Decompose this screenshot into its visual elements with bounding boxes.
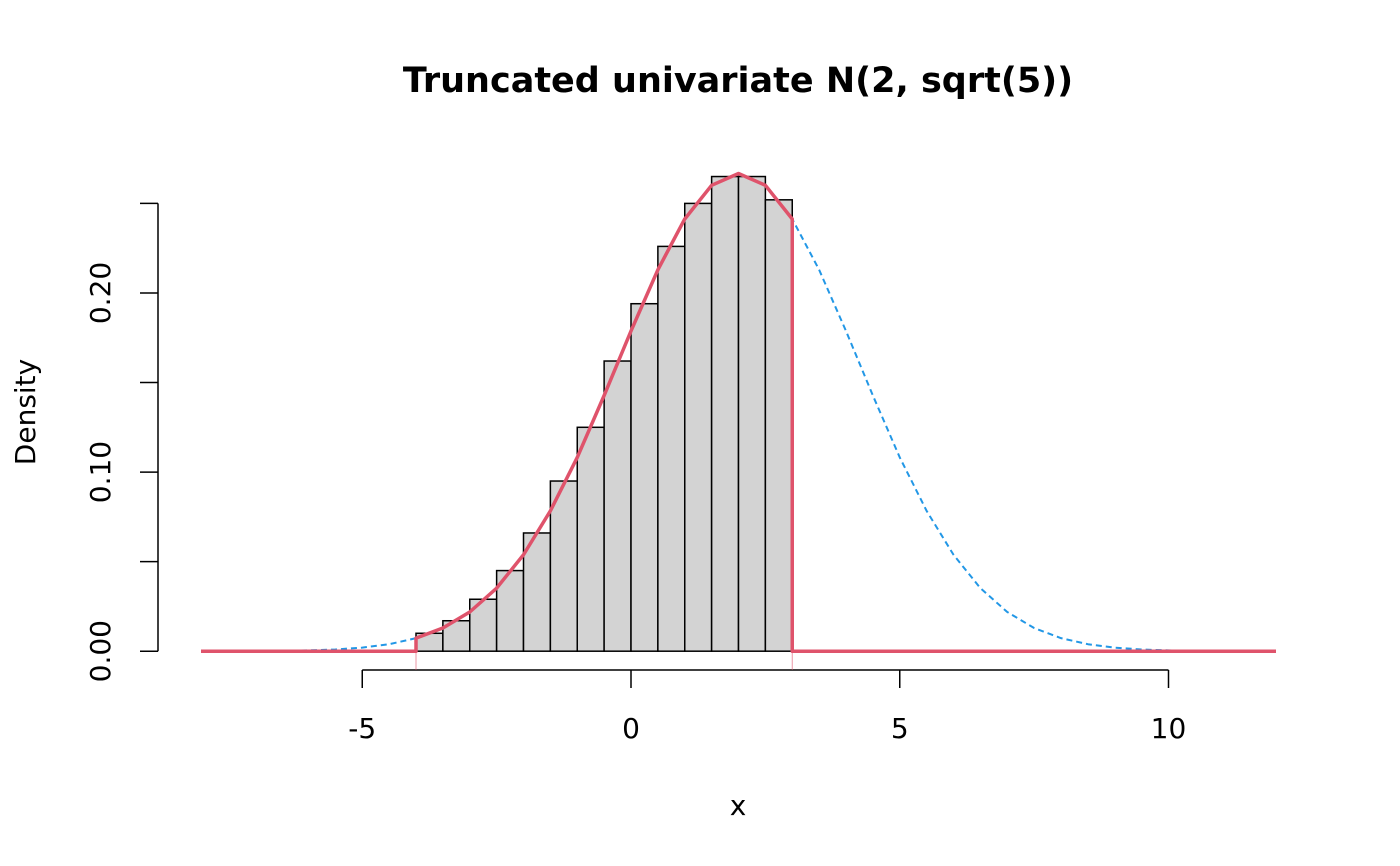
histogram-bar (710, 175, 740, 652)
histogram-bar (737, 175, 767, 652)
x-tick-label: -5 (348, 712, 376, 745)
histogram-bar (603, 360, 632, 652)
histogram-bar (442, 619, 471, 652)
x-tick-label: 0 (622, 712, 640, 745)
histogram-bar (657, 245, 686, 652)
x-axis-label: x (730, 789, 747, 822)
x-tick-label: 5 (891, 712, 909, 745)
density-line (201, 171, 1276, 653)
histogram-bar (576, 426, 605, 652)
histogram-bar (764, 199, 793, 652)
x-tick-label: 10 (1151, 712, 1187, 745)
histogram-bar (630, 302, 659, 652)
y-tick-label: 0.10 (84, 441, 117, 503)
histogram-bar (684, 202, 713, 652)
chart-title: Truncated univariate N(2, sqrt(5)) (403, 61, 1073, 101)
y-axis-label: Density (9, 359, 42, 465)
y-tick-label: 0.20 (84, 262, 117, 324)
y-tick-label: 0.00 (84, 620, 117, 682)
